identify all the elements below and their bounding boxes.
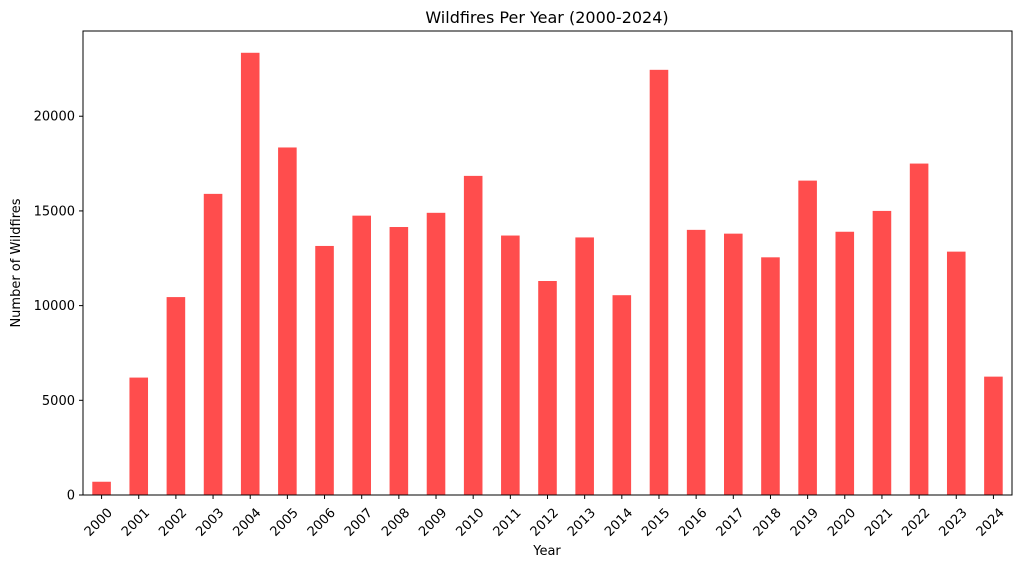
bar-2000 bbox=[92, 481, 111, 495]
bar-2022 bbox=[909, 163, 929, 496]
bar-2016 bbox=[686, 229, 706, 495]
bar-2003 bbox=[203, 193, 223, 495]
x-tick-label: 2007 bbox=[342, 506, 376, 540]
x-tick-label: 2015 bbox=[639, 506, 673, 540]
x-tick-label: 2014 bbox=[602, 506, 636, 540]
y-tick-label: 0 bbox=[67, 489, 75, 504]
x-tick-label: 2009 bbox=[416, 506, 450, 540]
bar-2015 bbox=[649, 69, 669, 495]
x-tick-label: 2005 bbox=[268, 506, 302, 540]
bar-2012 bbox=[538, 280, 557, 495]
bar-2014 bbox=[612, 295, 632, 495]
bar-2009 bbox=[426, 212, 446, 495]
bar-2018 bbox=[761, 257, 780, 495]
x-tick-label: 2008 bbox=[379, 506, 413, 540]
x-tick-label: 2017 bbox=[714, 506, 748, 540]
x-tick-label: 2001 bbox=[119, 506, 153, 540]
x-tick-label: 2011 bbox=[491, 506, 525, 540]
y-axis: 0 5000 10000 15000 20000 bbox=[34, 110, 83, 504]
x-tick-label: 2019 bbox=[788, 506, 822, 540]
y-tick-label: 10000 bbox=[34, 299, 75, 314]
bar-2008 bbox=[389, 227, 409, 495]
x-tick-label: 2002 bbox=[156, 506, 190, 540]
bar-2021 bbox=[872, 210, 892, 495]
chart-title: Wildfires Per Year (2000-2024) bbox=[425, 8, 668, 27]
x-tick-label: 2022 bbox=[899, 506, 933, 540]
x-tick-label: 2024 bbox=[974, 506, 1008, 540]
y-tick-label: 5000 bbox=[42, 394, 75, 409]
x-axis: 2000 2001 2002 2003 2004 2005 2006 2007 2008 2009… bbox=[82, 495, 1008, 540]
bar-2004 bbox=[240, 52, 260, 495]
x-tick-label: 2003 bbox=[193, 506, 227, 540]
bar-2007 bbox=[352, 215, 371, 495]
x-tick-label: 2013 bbox=[565, 506, 599, 540]
x-axis-title: Year bbox=[532, 544, 561, 559]
x-tick-label: 2021 bbox=[862, 506, 896, 540]
x-tick-label: 2000 bbox=[82, 506, 116, 540]
x-tick-label: 2018 bbox=[751, 506, 785, 540]
x-tick-label: 2010 bbox=[453, 506, 487, 540]
bar-2013 bbox=[575, 237, 594, 495]
x-tick-label: 2012 bbox=[528, 506, 562, 540]
bar-2011 bbox=[501, 235, 520, 496]
bar-2023 bbox=[946, 251, 966, 495]
bar-2010 bbox=[463, 175, 483, 495]
y-axis-title: Number of Wildfires bbox=[9, 198, 24, 327]
bar-2006 bbox=[315, 245, 334, 495]
y-tick-label: 20000 bbox=[34, 110, 75, 125]
bar-2005 bbox=[278, 147, 297, 496]
bar-2024 bbox=[984, 376, 1003, 495]
bar-2001 bbox=[129, 377, 149, 495]
x-tick-label: 2004 bbox=[230, 506, 264, 540]
bar-2020 bbox=[835, 231, 855, 495]
x-tick-label: 2006 bbox=[305, 506, 339, 540]
bar-2019 bbox=[798, 180, 817, 495]
x-tick-label: 2023 bbox=[937, 506, 971, 540]
bar-2002 bbox=[166, 297, 186, 495]
x-tick-label: 2020 bbox=[825, 506, 859, 540]
bar-2017 bbox=[724, 233, 743, 495]
y-tick-label: 15000 bbox=[34, 204, 75, 219]
bars-group bbox=[92, 52, 1003, 496]
x-tick-label: 2016 bbox=[676, 506, 710, 540]
